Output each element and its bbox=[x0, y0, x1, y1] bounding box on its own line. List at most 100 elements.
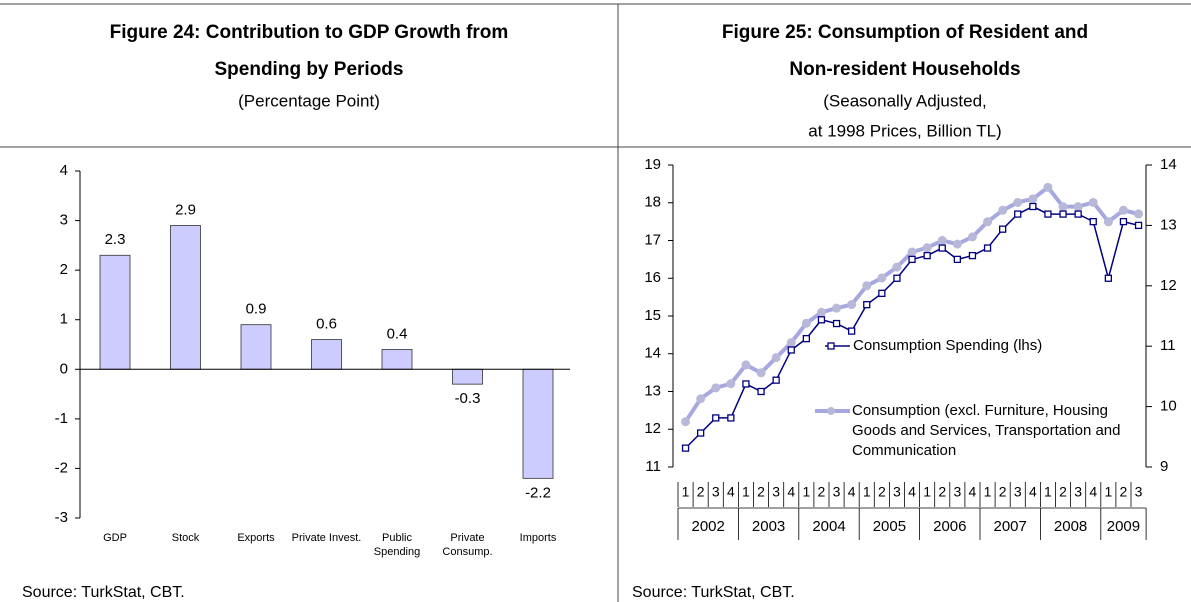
point bbox=[1074, 210, 1082, 218]
x-tick-label: Stock bbox=[171, 532, 200, 544]
point bbox=[786, 338, 796, 348]
x-tick-label: 4 bbox=[727, 484, 735, 500]
point bbox=[998, 205, 1008, 215]
x-tick-label: 3 bbox=[712, 484, 720, 500]
point bbox=[878, 289, 886, 298]
legend-label: Consumption Spending (lhs) bbox=[853, 337, 1042, 354]
y-tick-label: 15 bbox=[644, 307, 661, 324]
source-note: Source: TurkStat, CBT. bbox=[22, 584, 185, 601]
x-tick-label: 2 bbox=[697, 484, 705, 500]
point bbox=[726, 379, 736, 389]
bar bbox=[99, 254, 131, 370]
chart-title: Figure 24: Contribution to GDP Growth fr… bbox=[110, 22, 509, 43]
x-tick-label: 4 bbox=[1029, 484, 1037, 500]
y-tick-label: 3 bbox=[60, 212, 68, 229]
point bbox=[1013, 197, 1023, 207]
point bbox=[741, 360, 751, 370]
y-tick-label: 18 bbox=[644, 194, 661, 211]
x-tick-label: 1 bbox=[742, 484, 750, 500]
data-label: 0.4 bbox=[387, 325, 408, 342]
chart-subtitle: (Percentage Point) bbox=[238, 91, 380, 110]
chart-title: Figure 25: Consumption of Resident and bbox=[722, 22, 1088, 43]
year-label: 2003 bbox=[752, 518, 785, 535]
y2-tick-label: 9 bbox=[1160, 458, 1168, 475]
chart-subtitle: (Seasonally Adjusted, bbox=[823, 91, 987, 110]
point bbox=[1029, 202, 1037, 211]
point bbox=[696, 394, 706, 404]
point bbox=[1043, 182, 1053, 192]
chart-title: Non-resident Households bbox=[789, 59, 1020, 80]
y2-tick-label: 14 bbox=[1160, 156, 1177, 173]
point bbox=[802, 334, 810, 343]
y-tick-label: 19 bbox=[644, 156, 661, 173]
point bbox=[816, 307, 826, 317]
x-tick-label: 3 bbox=[1074, 484, 1082, 500]
point bbox=[742, 380, 750, 388]
point bbox=[893, 274, 901, 282]
point bbox=[832, 319, 841, 328]
point bbox=[712, 414, 720, 422]
point bbox=[832, 303, 842, 313]
point bbox=[1058, 202, 1068, 212]
point bbox=[1014, 210, 1022, 218]
x-tick-label: 4 bbox=[969, 484, 977, 500]
x-tick-label: 2 bbox=[999, 484, 1007, 500]
x-tick-label: Exports bbox=[237, 532, 275, 544]
point bbox=[923, 251, 931, 260]
point bbox=[1134, 209, 1144, 219]
point bbox=[1089, 217, 1097, 226]
bar bbox=[522, 368, 554, 479]
point bbox=[907, 247, 917, 257]
x-tick-label: 1 bbox=[682, 484, 690, 500]
legend-marker bbox=[827, 342, 835, 350]
point bbox=[938, 244, 946, 252]
data-label: 2.9 bbox=[175, 201, 196, 218]
x-tick-label: GDP bbox=[103, 532, 127, 544]
point bbox=[983, 217, 993, 227]
point bbox=[817, 316, 826, 324]
x-tick-label: 4 bbox=[1089, 484, 1097, 500]
point bbox=[922, 243, 932, 253]
x-tick-label: 2 bbox=[818, 484, 826, 500]
point bbox=[711, 383, 721, 393]
y-tick-label: 17 bbox=[644, 231, 661, 248]
point bbox=[801, 318, 811, 328]
data-label: -2.2 bbox=[525, 484, 551, 501]
point bbox=[877, 273, 887, 283]
point bbox=[1134, 221, 1143, 230]
point bbox=[1028, 194, 1038, 204]
y2-tick-label: 10 bbox=[1160, 398, 1177, 415]
point bbox=[1119, 217, 1128, 226]
point bbox=[772, 376, 780, 384]
point bbox=[1059, 210, 1067, 218]
legend-label: Consumption (excl. Furniture, Housing Go… bbox=[852, 402, 1121, 459]
point bbox=[999, 225, 1007, 233]
point bbox=[968, 251, 977, 260]
point bbox=[756, 368, 766, 378]
x-tick-label: 4 bbox=[848, 484, 856, 500]
point bbox=[862, 281, 872, 291]
year-label: 2009 bbox=[1107, 518, 1140, 535]
series-line bbox=[683, 184, 1140, 423]
point bbox=[1044, 210, 1052, 218]
point bbox=[757, 387, 765, 396]
x-tick-label: 3 bbox=[953, 484, 961, 500]
point bbox=[847, 300, 857, 310]
point bbox=[983, 244, 992, 252]
year-label: 2005 bbox=[873, 518, 906, 535]
bar bbox=[170, 225, 201, 370]
x-tick-label: 4 bbox=[908, 484, 916, 500]
x-tick-label: 2 bbox=[1059, 484, 1067, 500]
y-tick-label: -3 bbox=[55, 509, 68, 526]
data-label: 2.3 bbox=[105, 231, 126, 248]
x-tick-label: 1 bbox=[863, 484, 871, 500]
point bbox=[863, 301, 871, 309]
data-label: -0.3 bbox=[455, 390, 481, 407]
year-label: 2002 bbox=[692, 518, 725, 535]
x-tick-label: 4 bbox=[787, 484, 795, 500]
chart-subtitle: at 1998 Prices, Billion TL) bbox=[808, 121, 1001, 140]
point bbox=[967, 232, 977, 242]
x-tick-label: 3 bbox=[893, 484, 901, 500]
